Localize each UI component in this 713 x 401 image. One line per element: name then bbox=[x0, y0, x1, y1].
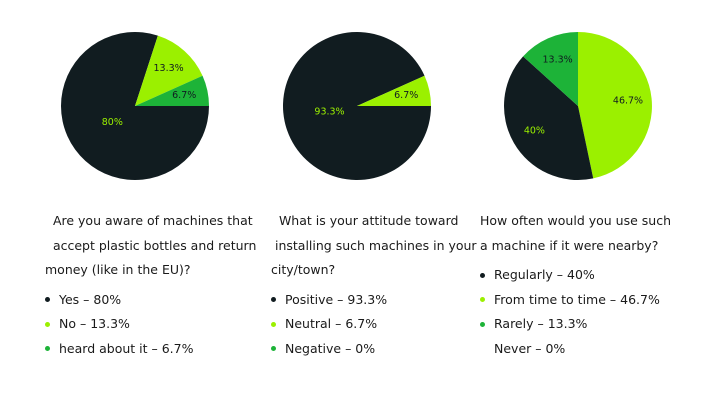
pie-slice-label: 93.3% bbox=[314, 106, 344, 117]
question-line: a machine if it were nearby? bbox=[480, 237, 659, 253]
legend-item-label: Neutral – 6.7% bbox=[285, 316, 378, 331]
pie-slice-positive bbox=[283, 31, 431, 180]
legend-item: No – 13.3% bbox=[45, 312, 256, 337]
question-line: What is your attitude toward bbox=[271, 213, 459, 228]
legend-block-awareness: Are you aware of machines that accept pl… bbox=[45, 209, 256, 361]
question-line: Are you aware of machines that bbox=[45, 213, 253, 228]
pie-slice-heard-about-it bbox=[135, 75, 209, 106]
legend-item-label: Rarely – 13.3% bbox=[494, 316, 588, 331]
legend-bullet-icon bbox=[45, 297, 50, 303]
pie-slice-label: 13.3% bbox=[154, 63, 184, 74]
legend-item-label: Positive – 93.3% bbox=[285, 291, 388, 307]
legend-bullet-icon bbox=[480, 272, 485, 278]
pie-slice-label: 46.7% bbox=[613, 95, 643, 106]
legend-item-label: Yes – 80% bbox=[59, 291, 122, 307]
pie-slice-no bbox=[135, 35, 203, 107]
legend-block-attitude: What is your attitude toward installing … bbox=[271, 209, 477, 361]
legend-item: Yes – 80% bbox=[45, 288, 256, 313]
legend-item: Positive – 93.3% bbox=[271, 288, 477, 313]
pie-chart-attitude: 93.3% 6.7% bbox=[283, 31, 431, 180]
pie-slice-label: 40% bbox=[524, 126, 545, 137]
question-line: accept plastic bottles and return bbox=[45, 237, 257, 253]
pie-slice-from-time-to-time bbox=[578, 32, 652, 179]
legend-item: Never – 0% bbox=[480, 337, 671, 362]
legend-bullet-icon bbox=[480, 321, 485, 327]
pie-slice-neutral bbox=[357, 75, 431, 106]
pie-slice-label: 80% bbox=[102, 117, 123, 128]
legend-item-label: Regularly – 40% bbox=[494, 267, 595, 282]
pie-slice-rarely bbox=[523, 31, 578, 106]
legend-item-label: Never – 0% bbox=[494, 340, 566, 356]
legend-item: heard about it – 6.7% bbox=[45, 337, 256, 362]
legend-item: From time to time – 46.7% bbox=[480, 288, 671, 313]
pie-chart-awareness: 80% 13.3% 6.7% bbox=[61, 31, 210, 180]
pie-chart-usage-frequency: 46.7% 40% 13.3% bbox=[504, 31, 652, 180]
pie-slice-label: 6.7% bbox=[394, 90, 418, 101]
pie-slice-regularly bbox=[504, 56, 594, 180]
pie-slice-yes bbox=[61, 31, 210, 180]
legend-bullet-icon bbox=[45, 346, 50, 352]
legend-bullet-icon bbox=[45, 321, 50, 327]
question-line: money (like in the EU)? bbox=[45, 262, 191, 277]
legend-bullet-icon bbox=[271, 346, 276, 352]
legend-item-label: From time to time – 46.7% bbox=[494, 291, 660, 307]
legend-bullet-icon bbox=[271, 321, 276, 327]
question-line: installing such machines in your bbox=[271, 237, 477, 253]
legend-item-label: No – 13.3% bbox=[59, 316, 130, 331]
question-line: city/town? bbox=[271, 262, 336, 277]
question-line: How often would you use such bbox=[480, 213, 672, 228]
legend-bullet-icon bbox=[480, 297, 485, 303]
legend-item: Negative – 0% bbox=[271, 337, 477, 362]
legend-item: Regularly – 40% bbox=[480, 263, 671, 288]
legend-item: Neutral – 6.7% bbox=[271, 312, 477, 337]
legend-item-label: Negative – 0% bbox=[285, 340, 376, 356]
pie-slice-label: 6.7% bbox=[172, 90, 196, 101]
legend-item: Rarely – 13.3% bbox=[480, 312, 671, 337]
legend-block-usage-frequency: How often would you use such a machine if… bbox=[480, 209, 671, 361]
legend-item-label: heard about it – 6.7% bbox=[59, 340, 194, 356]
legend-bullet-icon bbox=[271, 297, 276, 303]
pie-slice-label: 13.3% bbox=[543, 55, 573, 66]
